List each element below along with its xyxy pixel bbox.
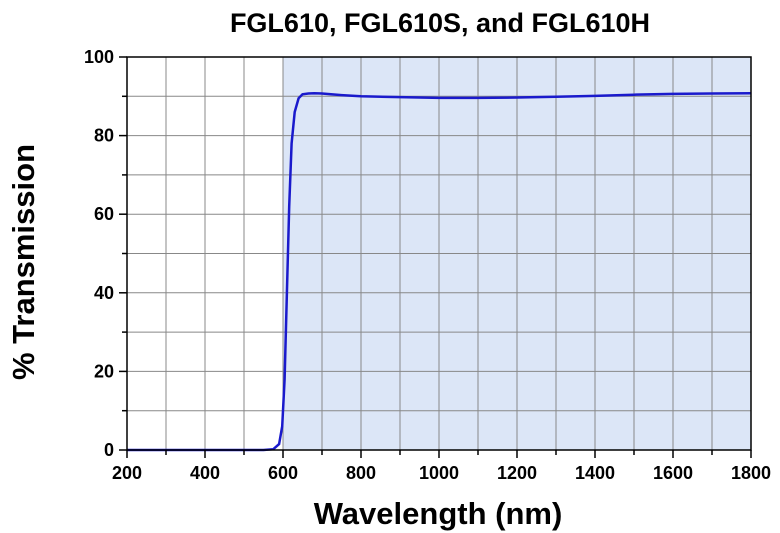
axis-ticks [119, 56, 752, 458]
y-tick-label: 60 [94, 204, 114, 224]
x-tick-label: 600 [268, 463, 298, 483]
y-tick-labels: 0 20 40 60 80 100 [84, 47, 114, 460]
y-tick-label: 0 [104, 440, 114, 460]
y-tick-label: 80 [94, 126, 114, 146]
x-tick-label: 1000 [419, 463, 459, 483]
x-tick-label: 800 [346, 463, 376, 483]
x-tick-label: 1400 [575, 463, 615, 483]
y-tick-label: 40 [94, 283, 114, 303]
x-tick-labels: 200 400 600 800 1000 1200 1400 1600 1800 [112, 463, 771, 483]
x-axis-label: Wavelength (nm) [314, 496, 563, 531]
y-tick-label: 20 [94, 361, 114, 381]
x-tick-label: 1200 [497, 463, 537, 483]
gridlines [127, 57, 751, 450]
x-tick-label: 200 [112, 463, 142, 483]
x-tick-label: 400 [190, 463, 220, 483]
y-axis-label: % Transmission [6, 144, 41, 380]
chart-title: FGL610, FGL610S, and FGL610H [230, 8, 650, 38]
y-tick-label: 100 [84, 47, 114, 67]
transmission-curve [127, 91, 752, 452]
x-tick-label: 1600 [653, 463, 693, 483]
x-tick-label: 1800 [731, 463, 771, 483]
